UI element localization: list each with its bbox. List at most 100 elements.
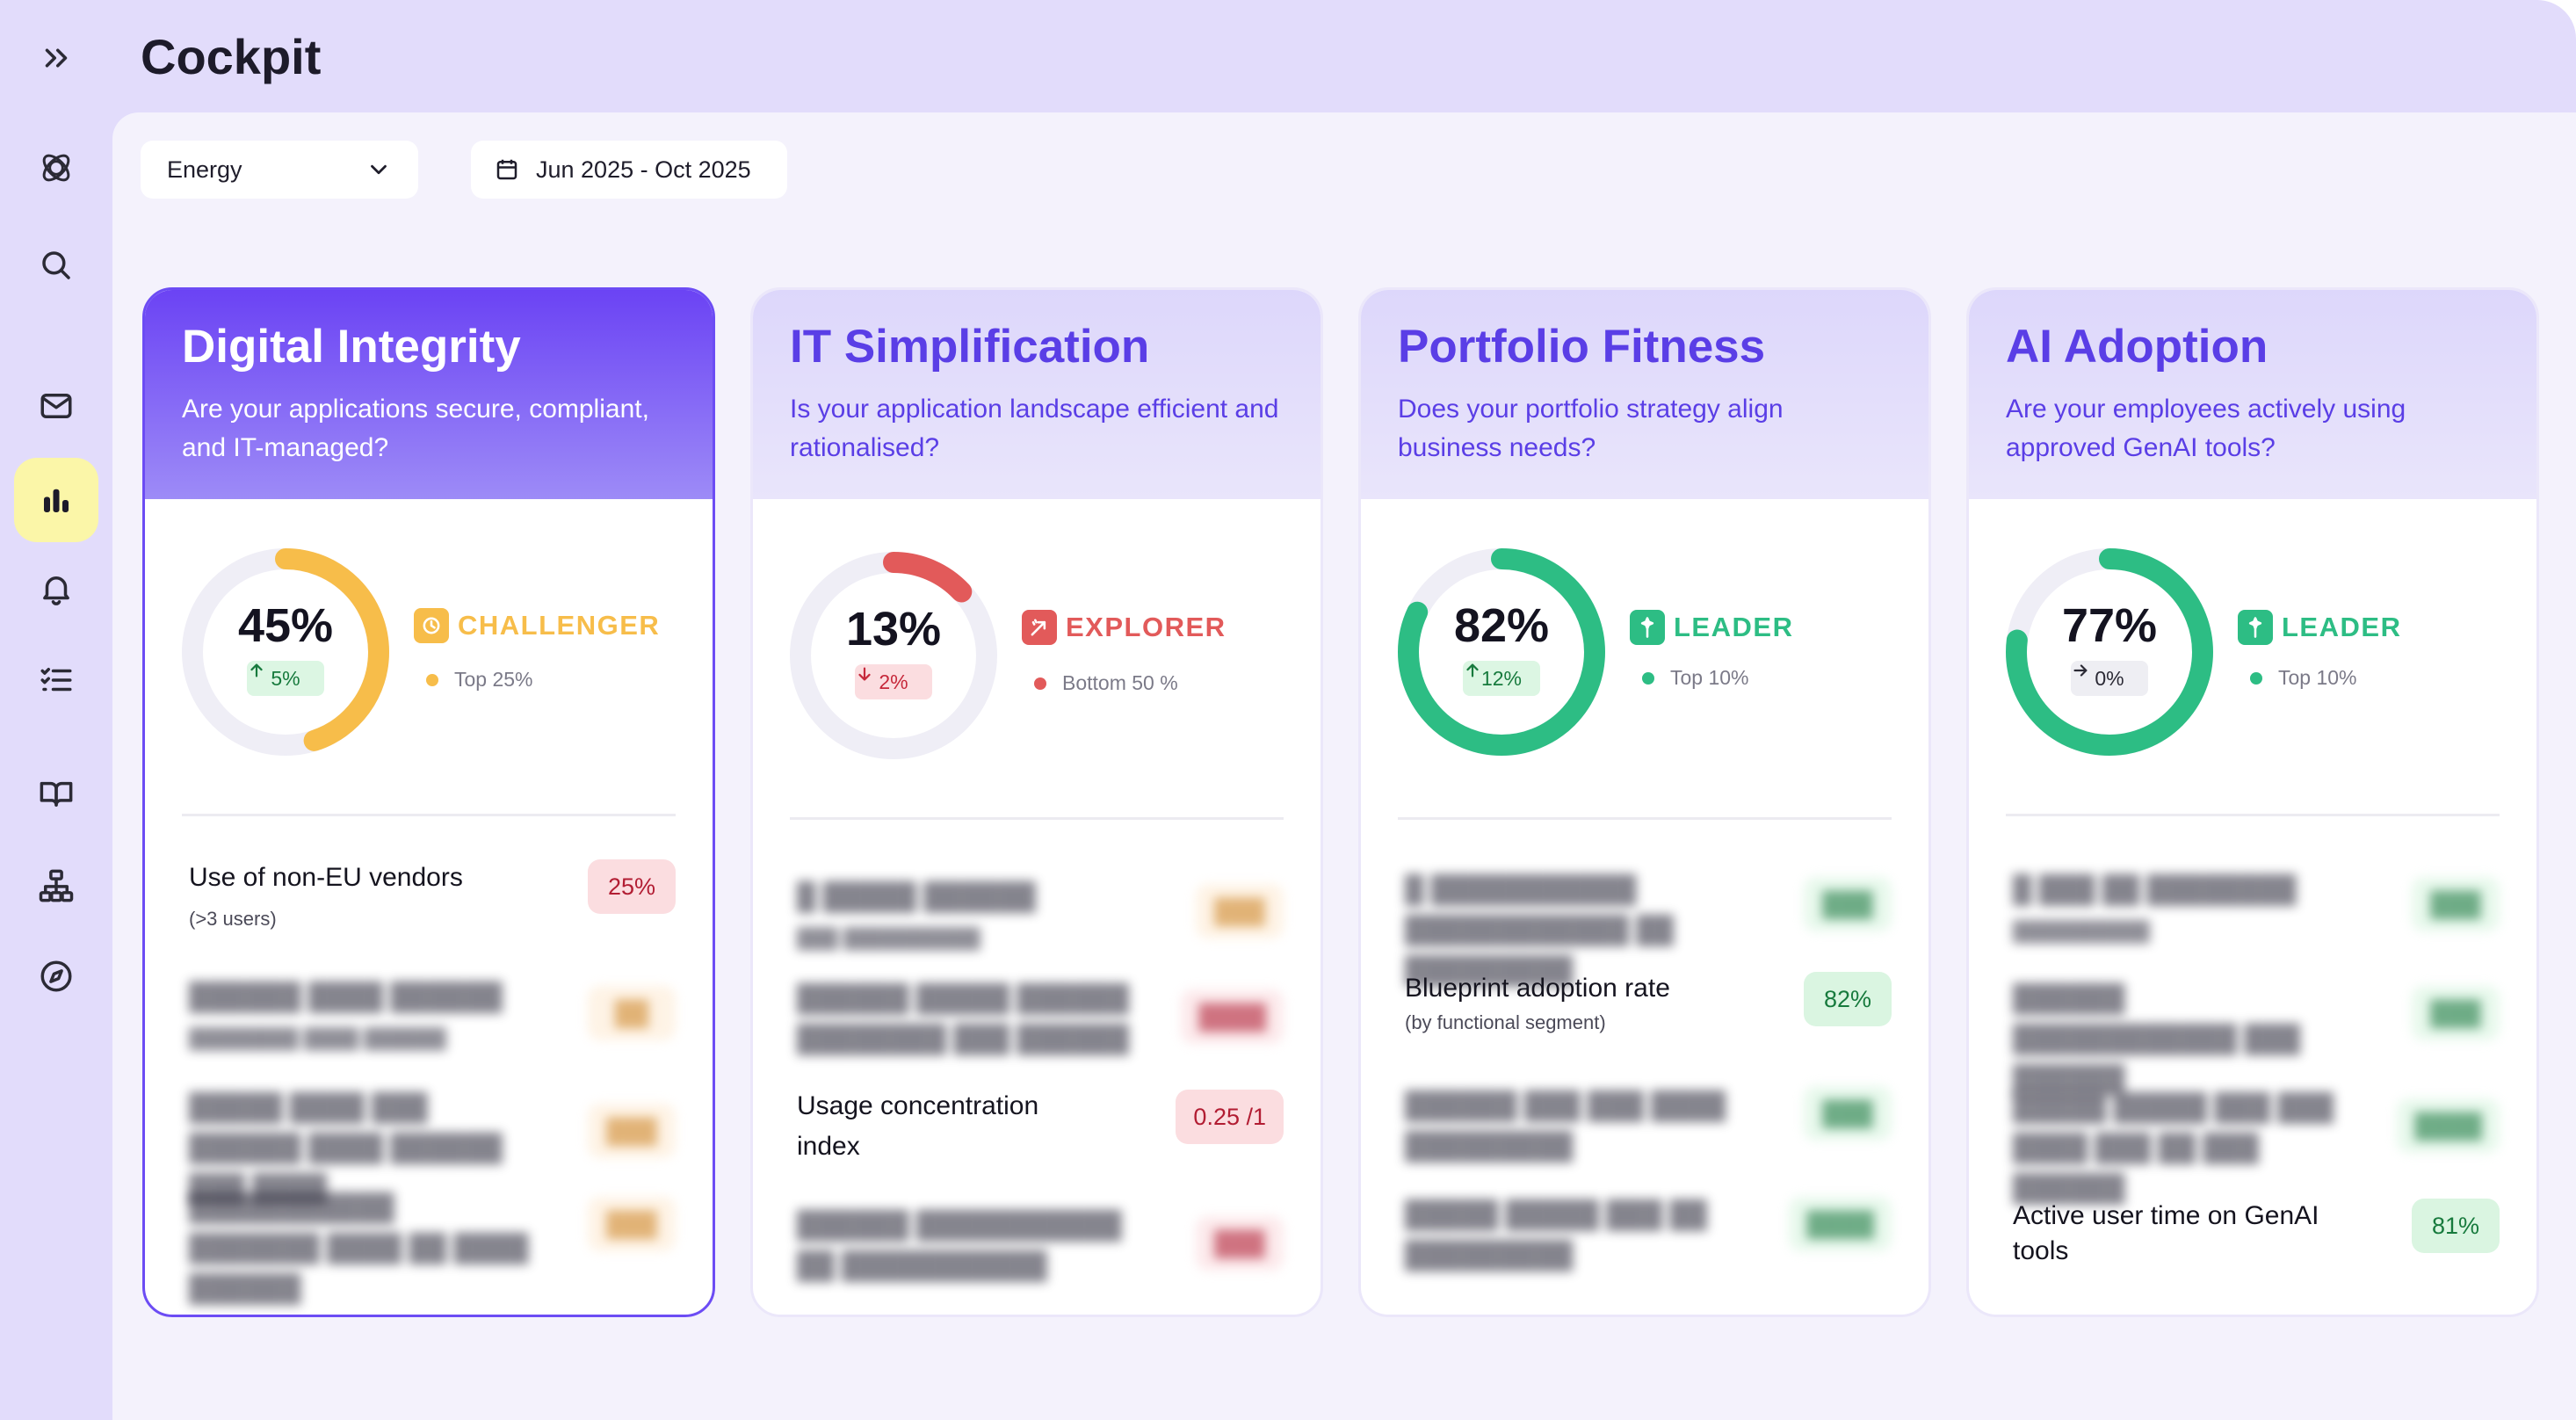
arrow-right-icon [2073,664,2088,677]
sidebar [0,0,112,1420]
metric-row[interactable]: Use of non-EU vendors (>3 users) 25% [182,858,676,937]
logo-icon [42,154,70,182]
score-gauge: 45% 5% [182,548,389,756]
explore-button[interactable] [14,934,98,1018]
rank: Top 25% [426,668,533,692]
logo[interactable] [14,126,98,210]
arrow-down-icon [858,667,871,681]
card-title: AI Adoption [2006,321,2268,373]
metric-label: Use of non-EU vendors [189,863,463,892]
page-title: Cockpit [141,29,322,84]
tier-label: CHALLENGER [458,610,661,641]
metric-label: Active user time on GenAI tools [2013,1201,2319,1265]
score-value: 77% [2061,599,2158,652]
library-button[interactable] [14,751,98,836]
checklist-icon [40,668,72,692]
arrow-up-icon [1466,663,1479,677]
blurred-metric-row: ██████ █████ ██████ ████████ ███ ██████ … [790,979,1284,1058]
score-delta-value: 5% [271,666,300,690]
metric-value-pill: 0.25 /1 [1176,1090,1284,1144]
blurred-metric-row: ██████ ███ ███ ████ █████████ ███ [1398,1086,1892,1165]
score-delta-value: 2% [879,670,908,693]
metric-row[interactable]: Blueprint adoption rate (by functional s… [1398,968,1892,1047]
gauge-arc [1398,548,1605,756]
rank: Top 10% [2250,666,2357,690]
divider [182,814,676,816]
card-it-simplification[interactable]: IT Simplification Is your application la… [750,287,1323,1317]
metric-row[interactable]: Usage concentration index 0.25 /1 [790,1086,1284,1174]
search-button[interactable] [14,223,98,308]
score-value: 45% [237,599,334,652]
rank-label: Bottom 50 % [1062,671,1178,694]
divider [790,817,1284,820]
metric-sub-label: (>3 users) [189,908,277,930]
card-header: Digital Integrity Are your applications … [145,290,713,499]
metric-label: Usage concentration index [797,1091,1039,1161]
hierarchy-icon [39,869,74,902]
rank-dot [426,673,438,686]
bar-chart-icon [44,489,69,512]
tier-badge: LEADER [2238,610,2401,645]
metric-label: Blueprint adoption rate [1405,974,1670,1003]
card-question: Are your applications secure, compliant,… [182,395,649,462]
tasks-button[interactable] [14,638,98,722]
rank-dot [1034,677,1046,690]
rank-label: Top 10% [1670,666,1749,689]
card-ai-adoption[interactable]: AI Adoption Are your employees actively … [1966,287,2539,1317]
gauge-arc [2006,548,2213,756]
date-range-picker[interactable]: Jun 2025 - Oct 2025 [471,141,787,199]
score-delta-value: 0% [2095,666,2124,690]
tier-label: LEADER [1674,612,1794,642]
divider [2006,814,2500,816]
main-content: Energy Jun 2025 - Oct 2025 Digital Integ… [112,112,2576,1420]
tier-label: EXPLORER [1066,612,1226,642]
mail-icon [40,394,72,418]
arrow-up-icon [250,663,263,677]
card-question: Is your application landscape efficient … [790,395,1279,462]
blurred-metric-row: █ █████ ██████ ███ ██████████ ███ [790,877,1284,949]
tier-badge: EXPLORER [1022,610,1226,645]
explorer-icon [1022,610,1057,645]
score-gauge: 82% 12% [1398,548,1605,756]
tier-badge: LEADER [1630,610,1793,645]
leader-icon [2238,610,2273,645]
rank-label: Top 25% [454,668,533,691]
score-gauge: 13% 2% [790,552,997,759]
metric-row[interactable]: Active user time on GenAI tools 81% [2006,1199,2500,1278]
blurred-metric-row: █ ███████████ ████████████ ██ █████████ … [1398,870,1892,985]
card-digital-integrity[interactable]: Digital Integrity Are your applications … [142,287,715,1317]
card-question: Are your employees actively using approv… [2006,395,2406,462]
blurred-metric-row: ██████ ███████████ ██ ███████████ ███ [790,1206,1284,1285]
score-delta-badge: 2% [855,664,932,699]
search-icon [42,251,70,279]
cockpit-button[interactable] [14,458,98,542]
notifications-button[interactable] [14,547,98,631]
sector-dropdown[interactable]: Energy [141,141,418,199]
inbox-button[interactable] [14,364,98,448]
architecture-button[interactable] [14,844,98,928]
blurred-metric-row: █████ █████ ███ ██ █████████ ████ [1398,1195,1892,1274]
card-header: Portfolio Fitness Does your portfolio st… [1361,290,1928,499]
compass-icon [40,960,72,992]
gauge-arc [182,548,389,756]
score-gauge: 77% 0% [2006,548,2213,756]
score-delta-badge: 12% [1463,661,1540,696]
metric-value-pill: 82% [1804,972,1892,1026]
bell-icon [43,576,69,605]
date-range-value: Jun 2025 - Oct 2025 [536,156,751,183]
score-delta-value: 12% [1480,666,1523,690]
card-header: IT Simplification Is your application la… [753,290,1321,499]
score-delta-badge: 5% [247,661,324,696]
calendar-icon [496,159,517,180]
rank: Bottom 50 % [1034,671,1178,695]
card-header: AI Adoption Are your employees actively … [1969,290,2536,499]
metric-sub-label: (by functional segment) [1405,1011,1606,1033]
score-value: 82% [1453,599,1550,652]
chevrons-right-icon [45,48,68,68]
card-portfolio-fitness[interactable]: Portfolio Fitness Does your portfolio st… [1358,287,1931,1317]
card-title: IT Simplification [790,321,1150,373]
expand-sidebar-button[interactable] [14,16,98,100]
gauge-arc [790,552,997,759]
book-icon [40,781,73,807]
card-title: Digital Integrity [182,321,521,373]
